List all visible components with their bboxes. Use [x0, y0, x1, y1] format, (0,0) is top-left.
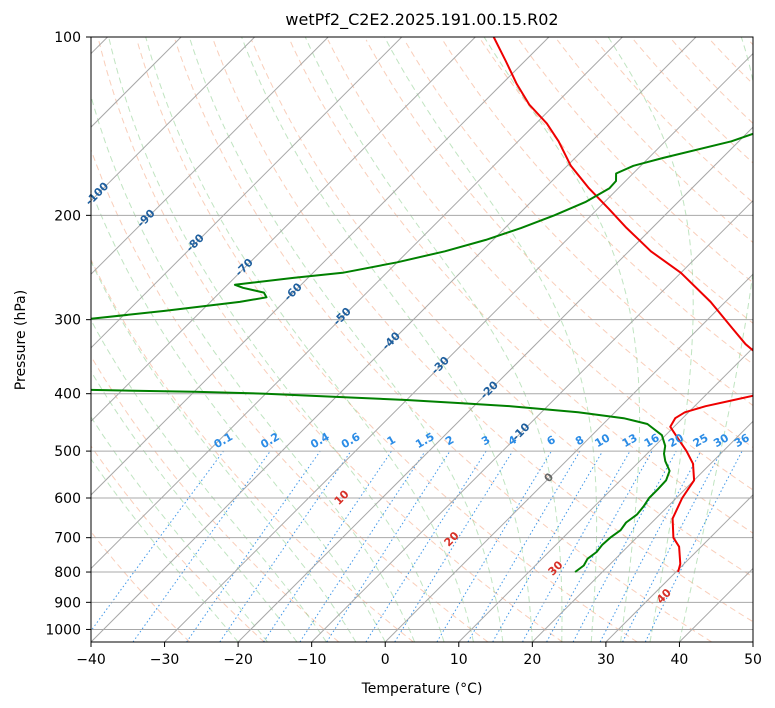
isotherm-line — [91, 37, 329, 275]
chart-title: wetPf2_C2E2.2025.191.00.15.R02 — [285, 10, 558, 30]
y-tick-label: 400 — [54, 387, 81, 403]
temperature-profile-line — [492, 37, 753, 573]
isotherm-line — [164, 52, 753, 642]
isotherm-line — [605, 494, 753, 642]
y-tick-label: 200 — [54, 208, 81, 224]
y-tick-label: 900 — [54, 595, 81, 611]
x-tick-label: −10 — [297, 652, 327, 668]
y-axis: 100 200 300 400 500 600 700 800 900 1000 — [45, 30, 91, 638]
mixing-ratio-line — [522, 450, 631, 642]
x-axis: −40 −30 −20 −10 0 10 20 30 40 50 — [76, 642, 762, 668]
series-lines — [91, 37, 753, 573]
y-tick-label: 600 — [54, 491, 81, 507]
y-tick-label: 700 — [54, 531, 81, 547]
isotherm-line — [91, 37, 697, 642]
dry-adiabat-line — [98, 39, 563, 642]
mixing-ratio-line — [132, 450, 271, 642]
moist-adiabat-line — [108, 37, 445, 642]
isotherm-line — [311, 199, 753, 642]
isotherm-line — [91, 37, 550, 496]
dry-adiabat-line — [91, 258, 414, 642]
dry-adiabat-line — [174, 39, 713, 642]
mixing-ratio-line — [394, 450, 514, 642]
y-tick-label: 300 — [54, 313, 81, 329]
dry-adiabat-line — [136, 39, 638, 642]
y-axis-label: Pressure (hPa) — [13, 290, 29, 390]
moist-adiabat-line — [91, 370, 298, 642]
mixing-ratio-line — [546, 450, 653, 642]
mixing-ratio-line — [263, 450, 392, 642]
y-tick-label: 1000 — [45, 622, 81, 638]
x-tick-label: 0 — [381, 652, 390, 668]
plot-frame — [90, 36, 754, 643]
x-tick-label: 50 — [744, 652, 762, 668]
x-tick-label: −40 — [76, 652, 106, 668]
mixing-ratio-line — [644, 450, 743, 642]
mixing-ratio-line — [572, 450, 677, 642]
isotherm-line — [384, 273, 753, 642]
pressure-gridlines — [91, 37, 753, 630]
mixing-ratio-line — [186, 450, 321, 642]
moist-adiabat-line — [91, 260, 357, 642]
moist-adiabat-line — [91, 319, 327, 642]
dry-adiabat-line — [442, 39, 753, 365]
mixing-ratio-line — [91, 450, 224, 632]
dry-adiabat-line — [289, 39, 753, 534]
isotherm-line — [531, 420, 753, 642]
dry-adiabat-line — [327, 39, 753, 491]
background-lines — [91, 37, 753, 642]
dry-adiabat-line — [91, 445, 265, 642]
moist-adiabat-line — [91, 188, 386, 642]
isotherm-line — [91, 37, 256, 202]
isotherm-line — [91, 37, 403, 349]
isotherm-line — [91, 37, 623, 570]
moist-adiabat-line — [607, 37, 694, 642]
moist-adiabat-line — [91, 458, 239, 642]
dewpoint-profile-line — [91, 132, 753, 573]
y-tick-label: 800 — [54, 565, 81, 581]
x-tick-label: 10 — [450, 652, 468, 668]
moist-adiabat-line — [384, 37, 598, 642]
moist-adiabat-line — [483, 37, 641, 642]
x-axis-label: Temperature (°C) — [361, 681, 483, 697]
mixing-ratio-line — [299, 450, 426, 642]
isotherm-line — [458, 347, 753, 642]
dry-adiabat-line — [556, 39, 753, 244]
dry-adiabat-line — [365, 39, 753, 449]
x-tick-label: 40 — [671, 652, 689, 668]
y-tick-label: 500 — [54, 444, 81, 460]
moist-adiabat-line — [241, 37, 533, 642]
moist-adiabat-line — [678, 37, 753, 642]
y-tick-label: 100 — [54, 30, 81, 46]
x-tick-label: 30 — [597, 652, 615, 668]
x-tick-label: −20 — [223, 652, 253, 668]
x-tick-label: −30 — [150, 652, 180, 668]
dry-adiabat-line — [91, 530, 191, 642]
moist-adiabat-line — [91, 416, 268, 642]
dry-adiabat-line — [251, 39, 753, 578]
mixing-ratio-line — [326, 450, 451, 642]
dry-adiabat-line — [595, 39, 753, 204]
mixing-ratio-line — [219, 450, 352, 642]
x-tick-label: 20 — [523, 652, 541, 668]
moist-adiabat-line — [304, 37, 563, 642]
moist-adiabat-line — [188, 37, 504, 642]
isotherm-line — [91, 37, 476, 423]
